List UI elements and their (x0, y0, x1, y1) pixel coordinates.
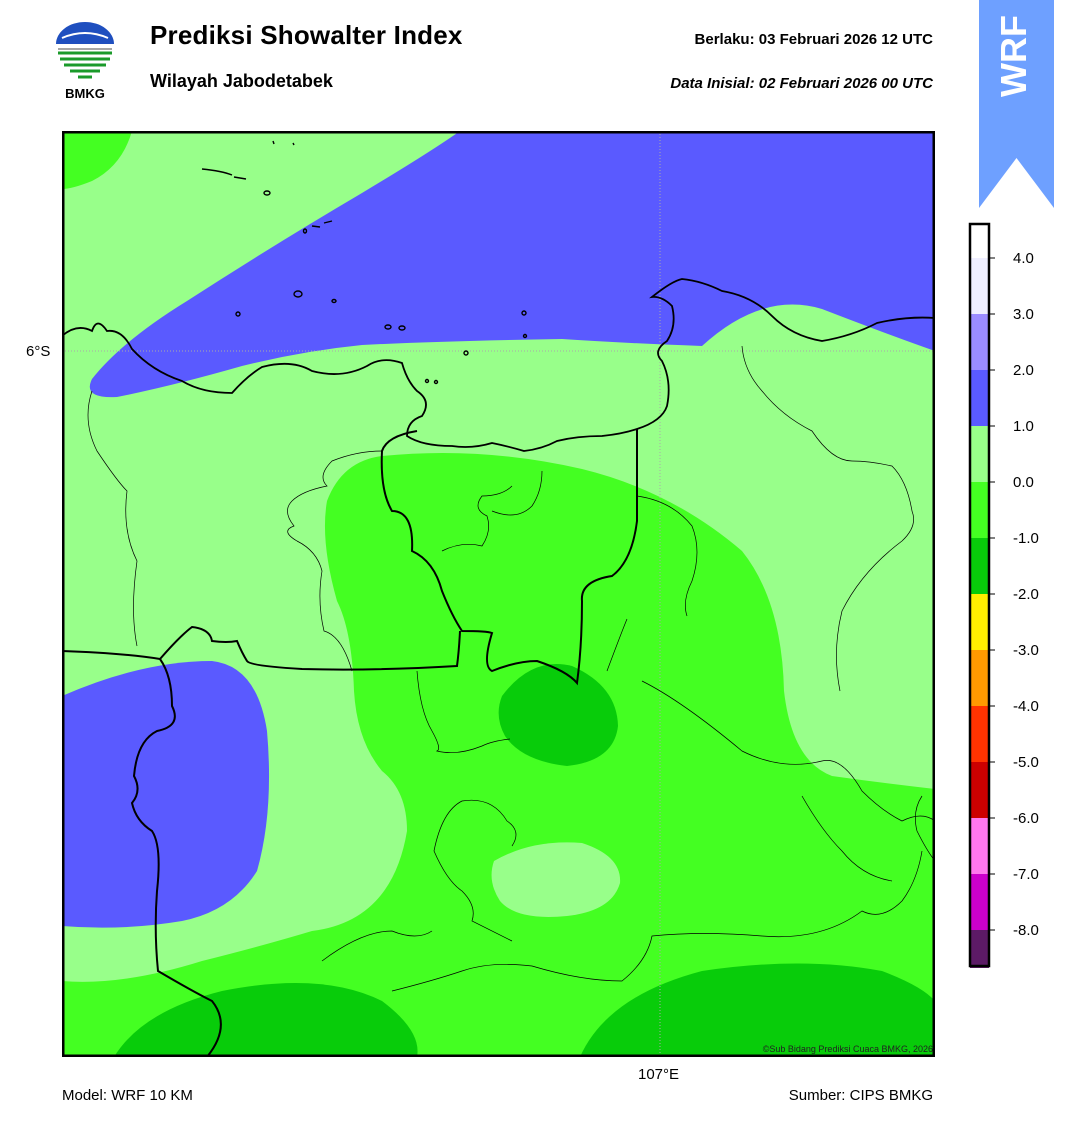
colorbar-cell (970, 482, 989, 538)
colorbar-tick-label: 0.0 (1013, 474, 1034, 491)
north-blue-region (89, 131, 935, 398)
colorbar-cell (970, 370, 989, 426)
colorbar-tick-label: -8.0 (1013, 922, 1039, 939)
coastline (62, 278, 935, 452)
page-title: Prediksi Showalter Index (150, 20, 463, 50)
colorbar-cap (970, 224, 989, 258)
colorbar-tick-label: 2.0 (1013, 362, 1034, 379)
central-green-region (62, 452, 935, 1057)
showalter-map (62, 131, 935, 1057)
top-left-green-region (62, 131, 132, 189)
longitude-label: 107°E (638, 1066, 680, 1083)
colorbar-cell (970, 874, 989, 930)
colorbar-cell (970, 706, 989, 762)
colorbar-tick-label: 4.0 (1013, 250, 1034, 267)
colorbar-tick-label: -3.0 (1013, 642, 1039, 659)
model-info: Model: WRF 10 KM (62, 1087, 193, 1104)
colorbar-tick-label: 1.0 (1013, 418, 1034, 435)
district-borders (87, 345, 935, 992)
bmkg-logo (56, 22, 114, 79)
colorbar-cell (970, 426, 989, 482)
colorbar-cell (970, 762, 989, 818)
west-blue-region (62, 661, 270, 928)
colorbar-cell (970, 818, 989, 874)
latitude-label: 6°S (26, 343, 51, 360)
colorbar-tick-label: -1.0 (1013, 530, 1039, 547)
colorbar-tick-label: -2.0 (1013, 586, 1039, 603)
thousand-islands (201, 140, 528, 385)
page-subtitle: Wilayah Jabodetabek (150, 71, 333, 91)
colorbar-tick-label: 3.0 (1013, 306, 1034, 323)
colorbar-cell (970, 650, 989, 706)
dark-green-southwest-region (114, 983, 418, 1057)
logo-text: BMKG (65, 86, 105, 101)
wrf-badge-text: WRF (993, 15, 1034, 97)
initial-time: Data Inisial: 02 Februari 2026 00 UTC (670, 75, 933, 92)
colorbar-tick-label: -5.0 (1013, 754, 1039, 771)
showalter-colorbar: 4.0 3.0 2.0 1.0 0.0 -1.0 -2.0 -3.0 -4.0 -5.0 -6.0 -… (968, 222, 1039, 968)
dark-green-center-region (498, 664, 618, 766)
province-borders (62, 429, 639, 1057)
colorbar-tick-label: -7.0 (1013, 866, 1039, 883)
colorbar-cell (970, 258, 989, 314)
wrf-badge: WRF (979, 0, 1054, 208)
colorbar-tick-label: -6.0 (1013, 810, 1039, 827)
colorbar-cell (970, 594, 989, 650)
colorbar-tick-label: -4.0 (1013, 698, 1039, 715)
colorbar-cell (970, 930, 989, 968)
colorbar-cell (970, 538, 989, 594)
light-green-patch (491, 842, 621, 917)
source-info: Sumber: CIPS BMKG (788, 1087, 933, 1104)
copyright-note: ©Sub Bidang Prediksi Cuaca BMKG, 2026 (762, 1044, 933, 1054)
colorbar-cell (970, 314, 989, 370)
valid-time: Berlaku: 03 Februari 2026 12 UTC (694, 31, 933, 48)
dark-green-southeast-region (580, 963, 935, 1057)
